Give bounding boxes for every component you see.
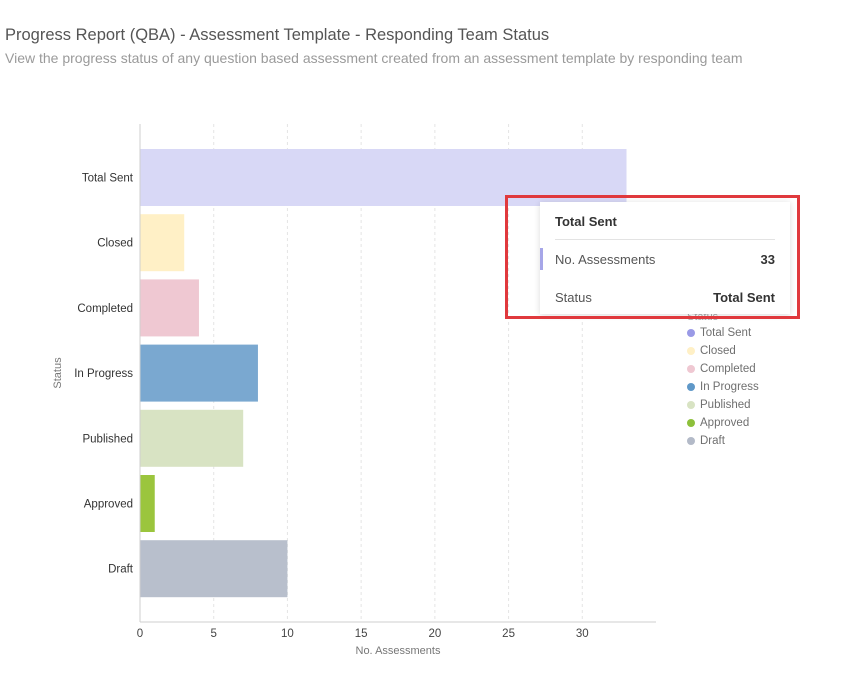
x-tick-label: 0 — [137, 628, 143, 640]
tooltip-value: Total Sent — [713, 289, 775, 305]
legend-item[interactable]: Approved — [687, 414, 759, 432]
legend-label: Draft — [700, 435, 725, 447]
legend-swatch — [687, 347, 695, 355]
chart-legend: Status Total Sent Closed Completed In Progr… — [687, 310, 759, 450]
axes: 0 5 10 15 20 25 30 — [137, 124, 656, 640]
category-label: Draft — [108, 564, 134, 576]
x-tick-label: 5 — [211, 628, 217, 640]
x-tick-label: 25 — [502, 628, 515, 640]
legend-items: Total Sent Closed Completed In Progress Publ… — [687, 324, 759, 450]
tooltip-title: Total Sent — [555, 202, 775, 240]
legend-swatch — [687, 419, 695, 427]
category-labels: Total Sent Closed Completed In Progress Publ… — [74, 173, 134, 576]
bar[interactable] — [140, 540, 288, 598]
legend-item[interactable]: Published — [687, 396, 759, 414]
x-tick-label: 15 — [355, 628, 368, 640]
page-subtitle: View the progress status of any question… — [5, 50, 743, 66]
tooltip-row: No. Assessments 33 — [540, 240, 775, 278]
bar[interactable] — [140, 475, 155, 532]
category-label: Published — [82, 433, 133, 445]
bar[interactable] — [140, 214, 185, 272]
legend-item[interactable]: Closed — [687, 342, 759, 360]
y-axis-title: Status — [52, 357, 64, 389]
tooltip-label: No. Assessments — [555, 251, 656, 267]
category-label: Closed — [97, 238, 133, 250]
legend-item[interactable]: Completed — [687, 360, 759, 378]
category-label: Approved — [84, 499, 133, 511]
tooltip-value: 33 — [760, 251, 775, 267]
legend-label: Completed — [700, 363, 756, 375]
legend-item[interactable]: In Progress — [687, 378, 759, 396]
x-tick-label: 20 — [428, 628, 441, 640]
legend-swatch — [687, 329, 695, 337]
bar[interactable] — [140, 279, 199, 337]
legend-swatch — [687, 365, 695, 373]
x-tick-label: 30 — [576, 628, 589, 640]
legend-label: Closed — [700, 345, 736, 357]
legend-item[interactable]: Total Sent — [687, 324, 759, 342]
bar[interactable] — [140, 344, 258, 402]
legend-label: Approved — [700, 417, 750, 429]
x-tick-label: 10 — [281, 628, 294, 640]
tooltip-row: Status Total Sent — [555, 278, 775, 316]
legend-swatch — [687, 383, 695, 391]
bar[interactable] — [140, 409, 244, 467]
legend-label: Total Sent — [700, 327, 752, 339]
page-title: Progress Report (QBA) - Assessment Templ… — [5, 26, 550, 44]
report-header: Progress Report (QBA) - Assessment Templ… — [5, 25, 742, 67]
category-label: Total Sent — [82, 173, 134, 185]
legend-label: In Progress — [700, 381, 759, 393]
legend-label: Published — [700, 399, 751, 411]
tooltip-label: Status — [555, 289, 592, 305]
chart-tooltip: Total Sent No. Assessments 33 Status Tot… — [540, 202, 790, 314]
legend-swatch — [687, 437, 695, 445]
category-label: Completed — [77, 303, 133, 315]
tooltip-series-marker — [540, 248, 543, 270]
tooltip-highlight-box — [505, 195, 800, 319]
legend-item[interactable]: Draft — [687, 432, 759, 450]
legend-swatch — [687, 401, 695, 409]
x-axis-title: No. Assessments — [356, 645, 441, 657]
category-label: In Progress — [74, 368, 133, 380]
